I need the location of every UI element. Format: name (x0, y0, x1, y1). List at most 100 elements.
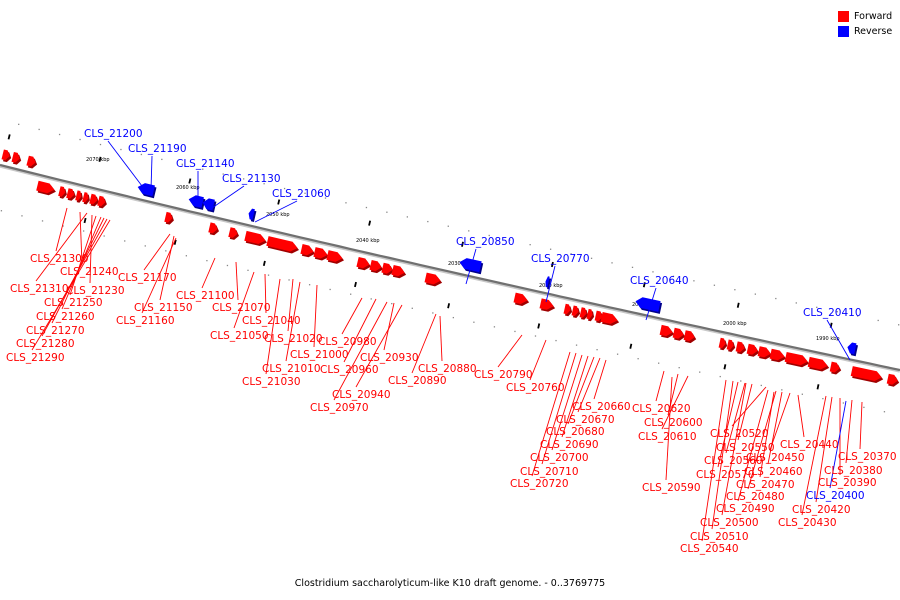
gene-label: CLS_21140 (176, 158, 235, 170)
label-leader-line (529, 339, 547, 381)
scale-tick-label: 2020 kbp (539, 283, 563, 289)
gene-label: CLS_20520 (710, 428, 769, 440)
label-leader-line (551, 354, 583, 451)
forward-gene-arrow (513, 292, 528, 304)
scale-dot (329, 288, 331, 291)
legend-reverse-swatch (838, 26, 849, 37)
reverse-gene-arrow (545, 276, 550, 288)
label-leader-line (89, 214, 93, 284)
scale-dot (308, 284, 311, 286)
label-leader-line (541, 352, 577, 465)
label-leader-line (235, 261, 239, 301)
forward-gene-arrow (89, 193, 98, 205)
legend: Forward Reverse (838, 9, 892, 39)
gene-label: CLS_21170 (118, 272, 177, 284)
scale-major-tick (537, 323, 541, 329)
scale-dot (760, 384, 762, 387)
forward-gene-arrow (266, 236, 298, 252)
scale-dot (734, 289, 736, 291)
gene-label: CLS_21300 (30, 253, 89, 265)
label-leader-line (826, 319, 851, 361)
scale-dot (206, 259, 208, 262)
label-leader-line (313, 284, 318, 348)
scale-dot (514, 330, 516, 333)
scale-dot (82, 230, 85, 232)
forward-gene-arrow (586, 308, 593, 320)
scale-major-tick (277, 199, 281, 205)
scale-dot (468, 230, 470, 232)
gene-label: CLS_20670 (556, 414, 615, 426)
gene-label: CLS_20940 (332, 389, 391, 401)
label-leader-line (79, 211, 83, 265)
gene-label: CLS_21290 (6, 352, 65, 364)
scale-dot (616, 353, 619, 355)
scale-dot (836, 311, 838, 313)
scale-tick-label: 2050 kbp (266, 212, 290, 218)
gene-label: CLS_20500 (700, 517, 759, 529)
scale-dot (631, 266, 634, 269)
gene-label: CLS_21000 (290, 349, 349, 361)
gene-label: CLS_21160 (116, 315, 175, 327)
forward-gene-arrow (784, 352, 808, 366)
label-leader-line (531, 351, 571, 477)
label-leader-line (143, 233, 171, 271)
forward-gene-arrow (58, 186, 66, 197)
scale-dot (304, 192, 306, 194)
legend-reverse-label: Reverse (854, 26, 893, 37)
gene-label: CLS_20440 (780, 439, 839, 451)
forward-gene-arrow (424, 272, 441, 285)
scale-dot (185, 255, 188, 257)
forward-gene-arrow (769, 348, 785, 361)
genome-backbone-layer (0, 163, 900, 373)
scale-dot (699, 371, 701, 373)
label-leader-line (545, 265, 556, 303)
scale-major-tick (7, 134, 11, 140)
forward-gene-arrow (369, 260, 382, 272)
scale-dot (99, 143, 102, 146)
label-leader-line (815, 396, 833, 503)
gene-label: CLS_21100 (176, 290, 235, 302)
forward-gene-arrow (1, 149, 10, 161)
gene-label: CLS_20480 (726, 491, 785, 503)
scale-major-tick (83, 217, 87, 224)
scale-dot (713, 284, 716, 286)
scale-dot (447, 225, 449, 227)
label-leader-line (731, 386, 767, 427)
scale-major-tick (629, 343, 633, 349)
label-leader-line (655, 370, 665, 402)
forward-gene-arrow (66, 188, 75, 199)
forward-gene-arrow (82, 192, 89, 203)
gene-label: CLS_21040 (242, 315, 301, 327)
scale-dot (202, 168, 204, 170)
forward-gene-arrow (391, 265, 405, 277)
scale-dot (611, 262, 613, 264)
scale-tick-label: 2000 kbp (723, 321, 747, 327)
gene-label: CLS_21310 (10, 283, 69, 295)
scale-dot (877, 319, 879, 322)
gene-label: CLS_21190 (128, 143, 187, 155)
gene-label: CLS_21060 (272, 188, 331, 200)
gene-label: CLS_21240 (60, 266, 119, 278)
gene-shadow (547, 278, 552, 290)
label-leader-line (759, 391, 775, 478)
label-leader-line (333, 301, 388, 401)
scale-major-tick (723, 364, 727, 370)
gene-label: CLS_20410 (803, 307, 862, 319)
forward-gene-arrow (594, 310, 603, 322)
scale-major-tick (816, 384, 820, 390)
gene-label: CLS_20790 (474, 369, 533, 381)
gene-label: CLS_20770 (531, 253, 590, 265)
scale-dot (18, 123, 20, 126)
reverse-gene-arrow (137, 183, 155, 197)
scale-dot (427, 220, 429, 223)
label-leader-line (737, 383, 753, 441)
label-leader-line (725, 382, 746, 454)
scale-dot (452, 316, 455, 319)
scale-dot (324, 197, 327, 199)
label-leader-line (287, 278, 294, 332)
forward-gene-arrow (36, 180, 55, 194)
scale-dot (21, 215, 23, 217)
scale-major-tick (188, 178, 192, 184)
forward-gene-arrow (672, 327, 684, 339)
scale-dot (226, 264, 229, 267)
